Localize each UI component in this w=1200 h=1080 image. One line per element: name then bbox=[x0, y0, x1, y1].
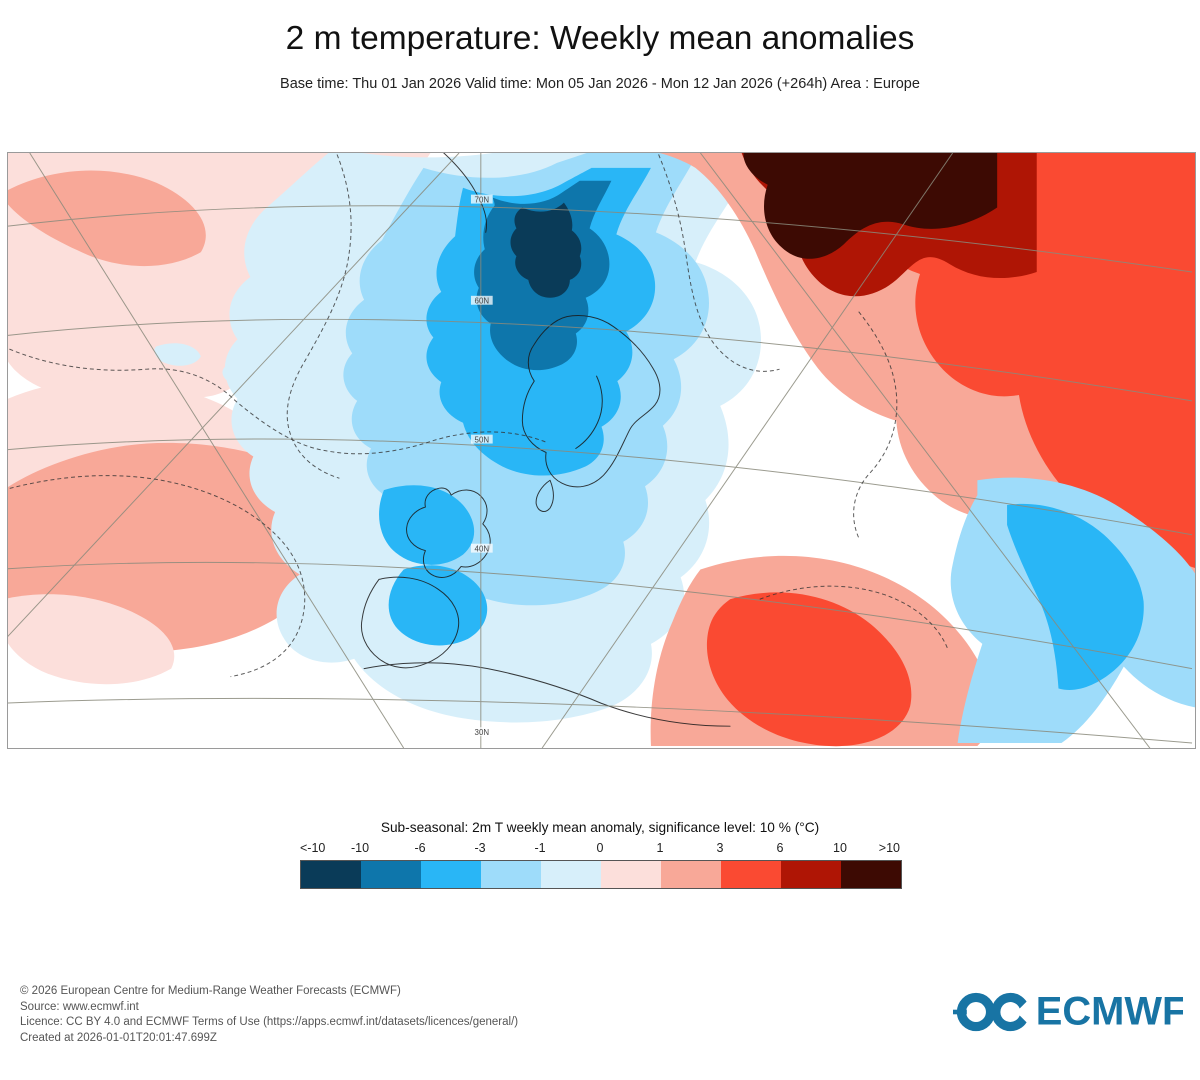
svg-text:60N: 60N bbox=[475, 297, 490, 306]
svg-text:30N: 30N bbox=[475, 728, 490, 737]
svg-text:40N: 40N bbox=[475, 545, 490, 554]
svg-text:70N: 70N bbox=[475, 196, 490, 205]
svg-text:50N: 50N bbox=[475, 436, 490, 445]
svg-text:ECMWF: ECMWF bbox=[1036, 989, 1183, 1033]
